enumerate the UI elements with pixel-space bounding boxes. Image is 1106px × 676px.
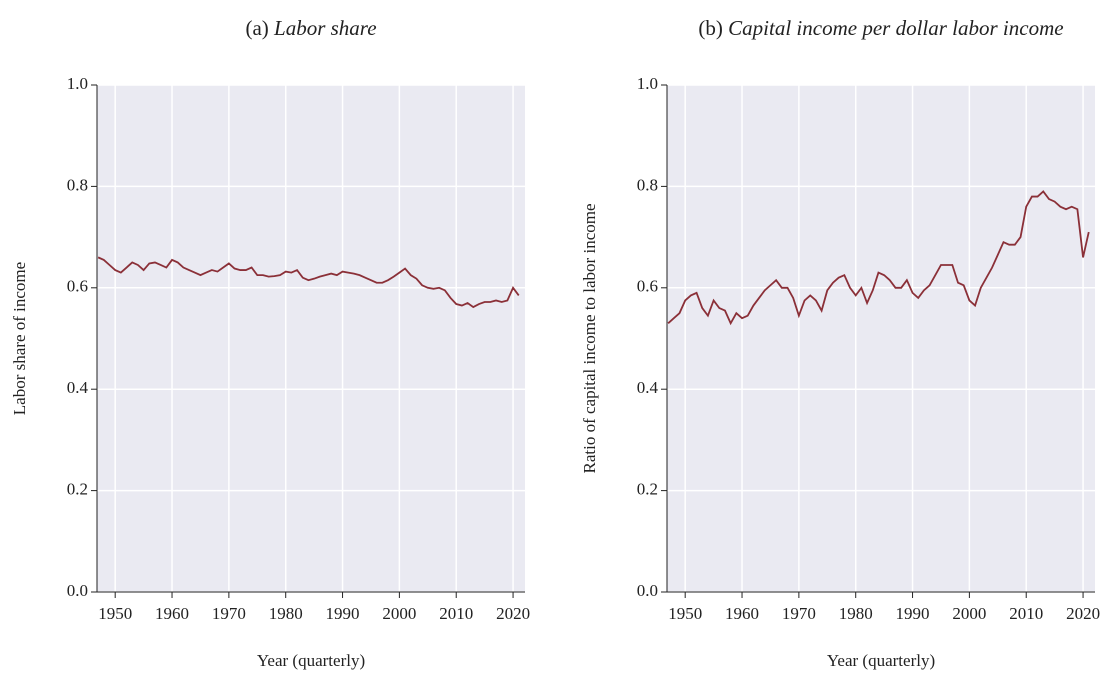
plot-background	[667, 85, 1095, 592]
y-tick-label: 0.2	[637, 480, 658, 499]
y-tick-label: 0.4	[67, 378, 89, 397]
x-tick-label: 1980	[269, 604, 303, 623]
title: Labor share	[273, 16, 377, 40]
data-line	[667, 190, 1090, 326]
x-tick-label: 1980	[839, 604, 873, 623]
x-tick-label: 2020	[1066, 604, 1100, 623]
panel-title: (a) Labor share	[245, 16, 376, 40]
x-tick-label: 1950	[668, 604, 702, 623]
x-tick-label: 1960	[155, 604, 189, 623]
x-tick-label: 1960	[725, 604, 759, 623]
panel-label: (a)	[245, 16, 268, 40]
y-tick-label: 0.6	[67, 277, 88, 296]
y-tick-label: 0.4	[637, 378, 659, 397]
y-tick-label: 0.8	[67, 175, 88, 194]
data-line	[97, 256, 520, 309]
x-tick-label: 1990	[326, 604, 360, 623]
x-tick-label: 2020	[496, 604, 530, 623]
x-tick-label: 1990	[896, 604, 930, 623]
y-axis-label: Ratio of capital income to labor income	[580, 203, 599, 473]
x-tick-label: 1970	[212, 604, 246, 623]
x-tick-label: 2010	[1009, 604, 1043, 623]
panel-title: (b) Capital income per dollar labor inco…	[698, 16, 1063, 40]
y-tick-label: 0.8	[637, 175, 658, 194]
y-axis-label: Labor share of income	[10, 262, 29, 415]
plot-background	[97, 85, 525, 592]
y-tick-label: 0.0	[637, 581, 658, 600]
x-tick-label: 1950	[98, 604, 132, 623]
y-tick-label: 0.2	[67, 480, 88, 499]
x-tick-label: 2010	[439, 604, 473, 623]
x-tick-label: 2000	[382, 604, 416, 623]
title: Capital income per dollar labor income	[728, 16, 1063, 40]
y-tick-label: 0.6	[637, 277, 658, 296]
y-tick-label: 0.0	[67, 581, 88, 600]
x-axis-label: Year (quarterly)	[257, 651, 365, 670]
y-tick-label: 1.0	[67, 74, 88, 93]
x-axis-label: Year (quarterly)	[827, 651, 935, 670]
x-tick-label: 1970	[782, 604, 816, 623]
x-tick-label: 2000	[952, 604, 986, 623]
panel-label: (b)	[698, 16, 723, 40]
y-tick-label: 1.0	[637, 74, 658, 93]
